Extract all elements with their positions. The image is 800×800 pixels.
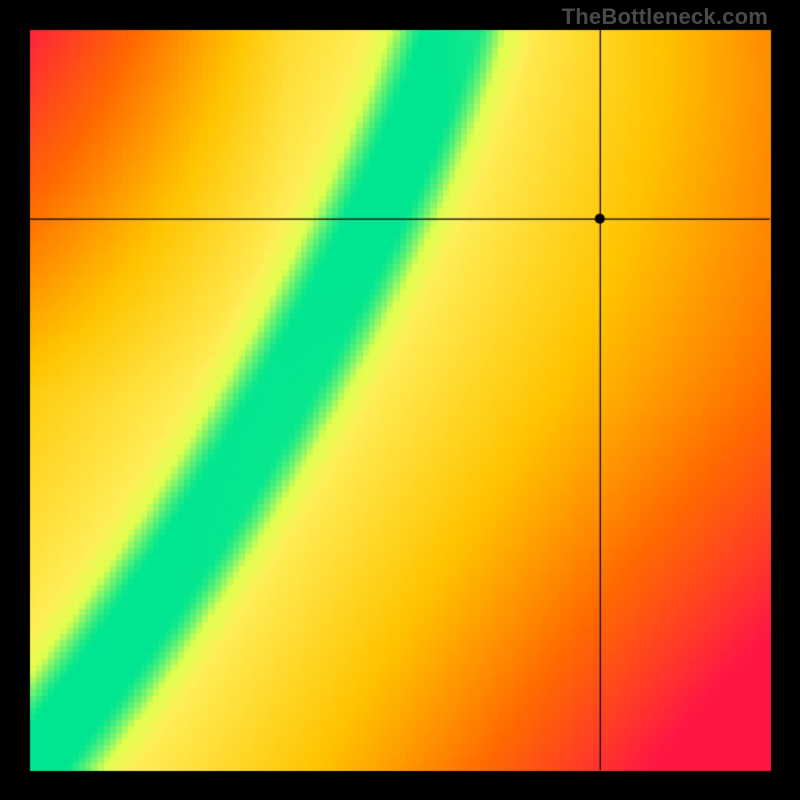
heatmap-canvas: [0, 0, 800, 800]
watermark-label: TheBottleneck.com: [562, 4, 768, 30]
chart-container: TheBottleneck.com: [0, 0, 800, 800]
